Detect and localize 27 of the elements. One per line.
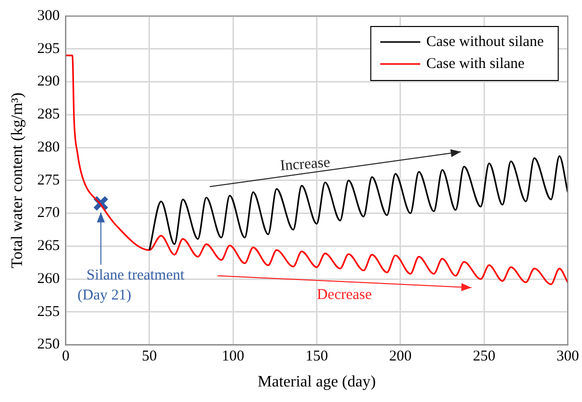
x-tick-label: 50 <box>142 348 157 365</box>
x-tick-label: 150 <box>305 348 328 365</box>
x-tick-label: 250 <box>472 348 496 365</box>
y-tick-label: 300 <box>37 8 60 24</box>
y-tick-label: 265 <box>37 238 60 254</box>
legend-label: Case with silane <box>426 56 525 72</box>
y-tick-label: 270 <box>37 205 60 222</box>
x-tick-label: 300 <box>556 348 579 365</box>
y-tick-label: 260 <box>37 270 60 287</box>
x-axis-title: Material age (day) <box>258 374 376 391</box>
y-tick-label: 280 <box>37 139 60 156</box>
x-tick-label: 100 <box>222 348 244 365</box>
y-tick-label: 295 <box>37 40 60 57</box>
line-series <box>148 155 568 251</box>
y-tick-label: 255 <box>37 304 60 320</box>
line-series <box>66 54 568 286</box>
y-axis-title: Total water content (kg/m³) <box>8 92 26 268</box>
annotation: Increase <box>280 154 331 174</box>
annotation: Decrease <box>316 286 372 303</box>
x-tick-label: 0 <box>62 348 70 365</box>
legend-label: Case without silane <box>426 34 544 50</box>
annotation: Silane treatment (Day 21) <box>77 268 186 304</box>
y-tick-label: 290 <box>37 74 60 90</box>
y-tick-label: 250 <box>37 336 60 353</box>
x-tick-label: 200 <box>389 348 412 365</box>
y-tick-label: 285 <box>37 106 60 123</box>
y-tick-label: 275 <box>37 172 60 188</box>
